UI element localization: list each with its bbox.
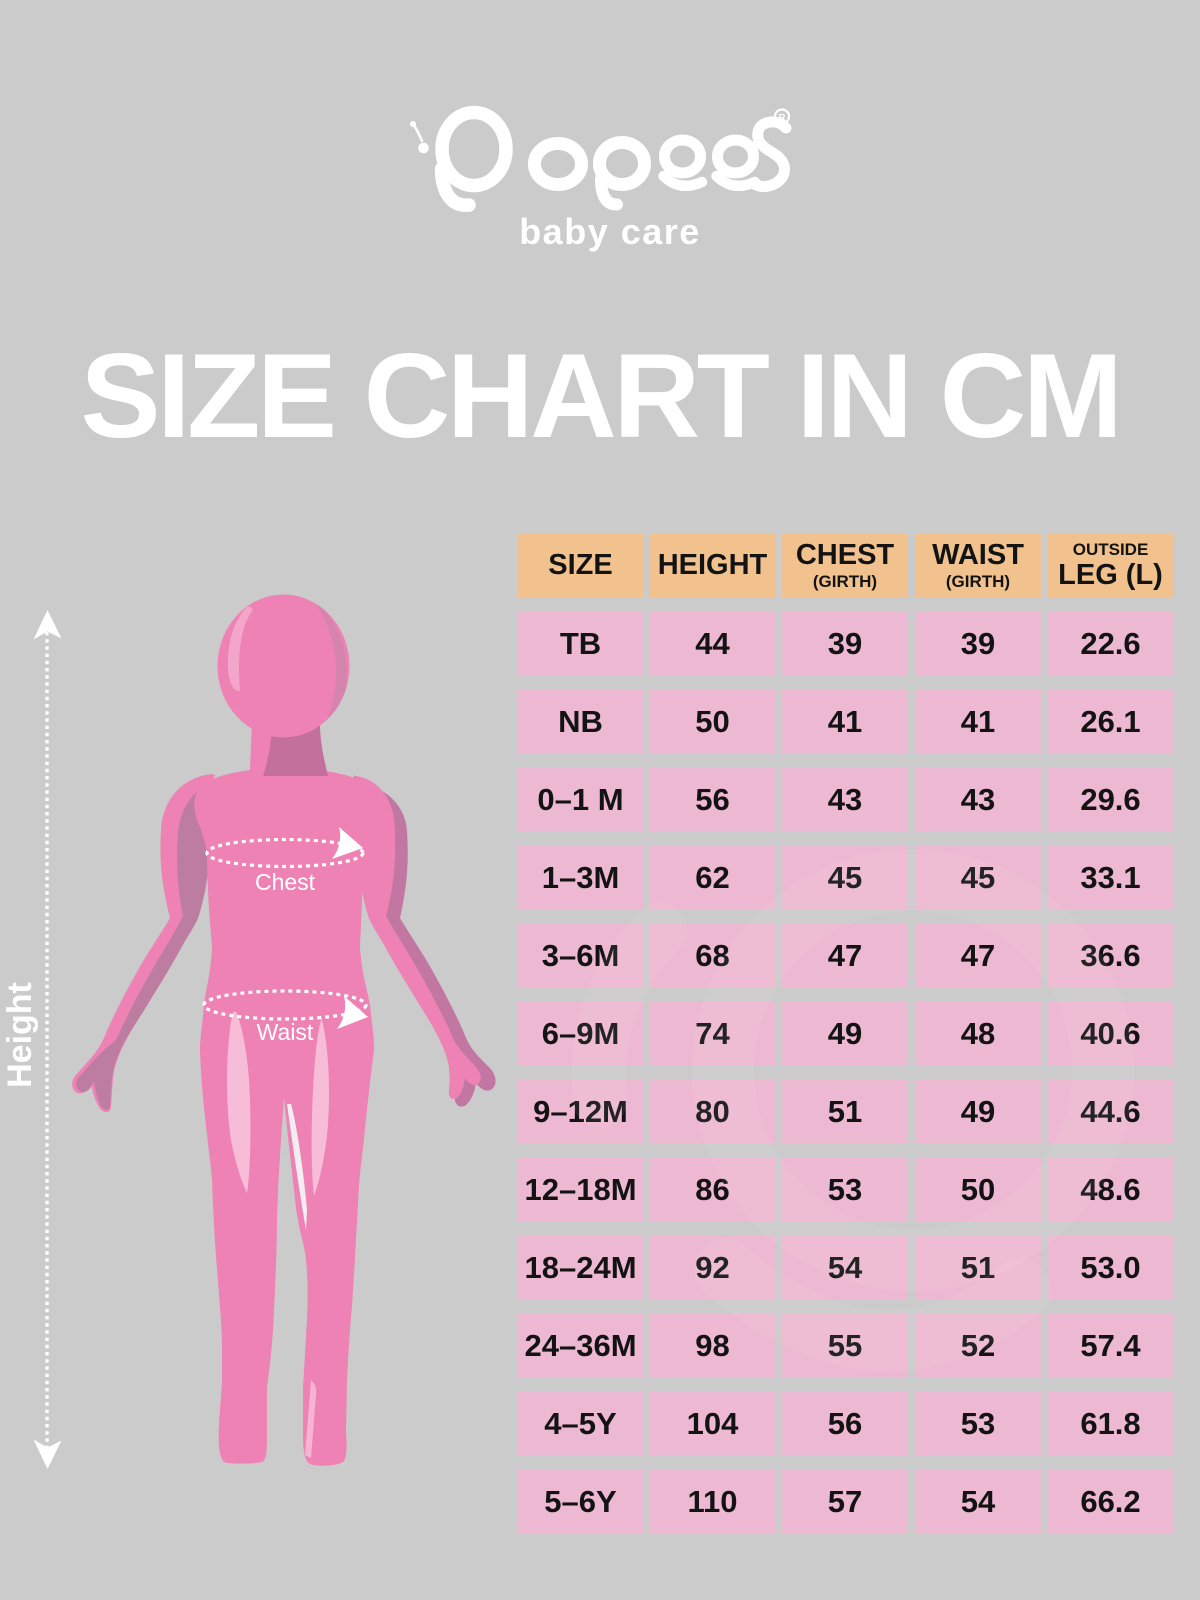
- svg-text:R: R: [779, 113, 786, 124]
- svg-text:baby care: baby care: [519, 211, 701, 252]
- svg-text:Height: Height: [1, 982, 39, 1088]
- svg-text:Chest: Chest: [255, 869, 316, 895]
- svg-text:Waist: Waist: [257, 1019, 314, 1045]
